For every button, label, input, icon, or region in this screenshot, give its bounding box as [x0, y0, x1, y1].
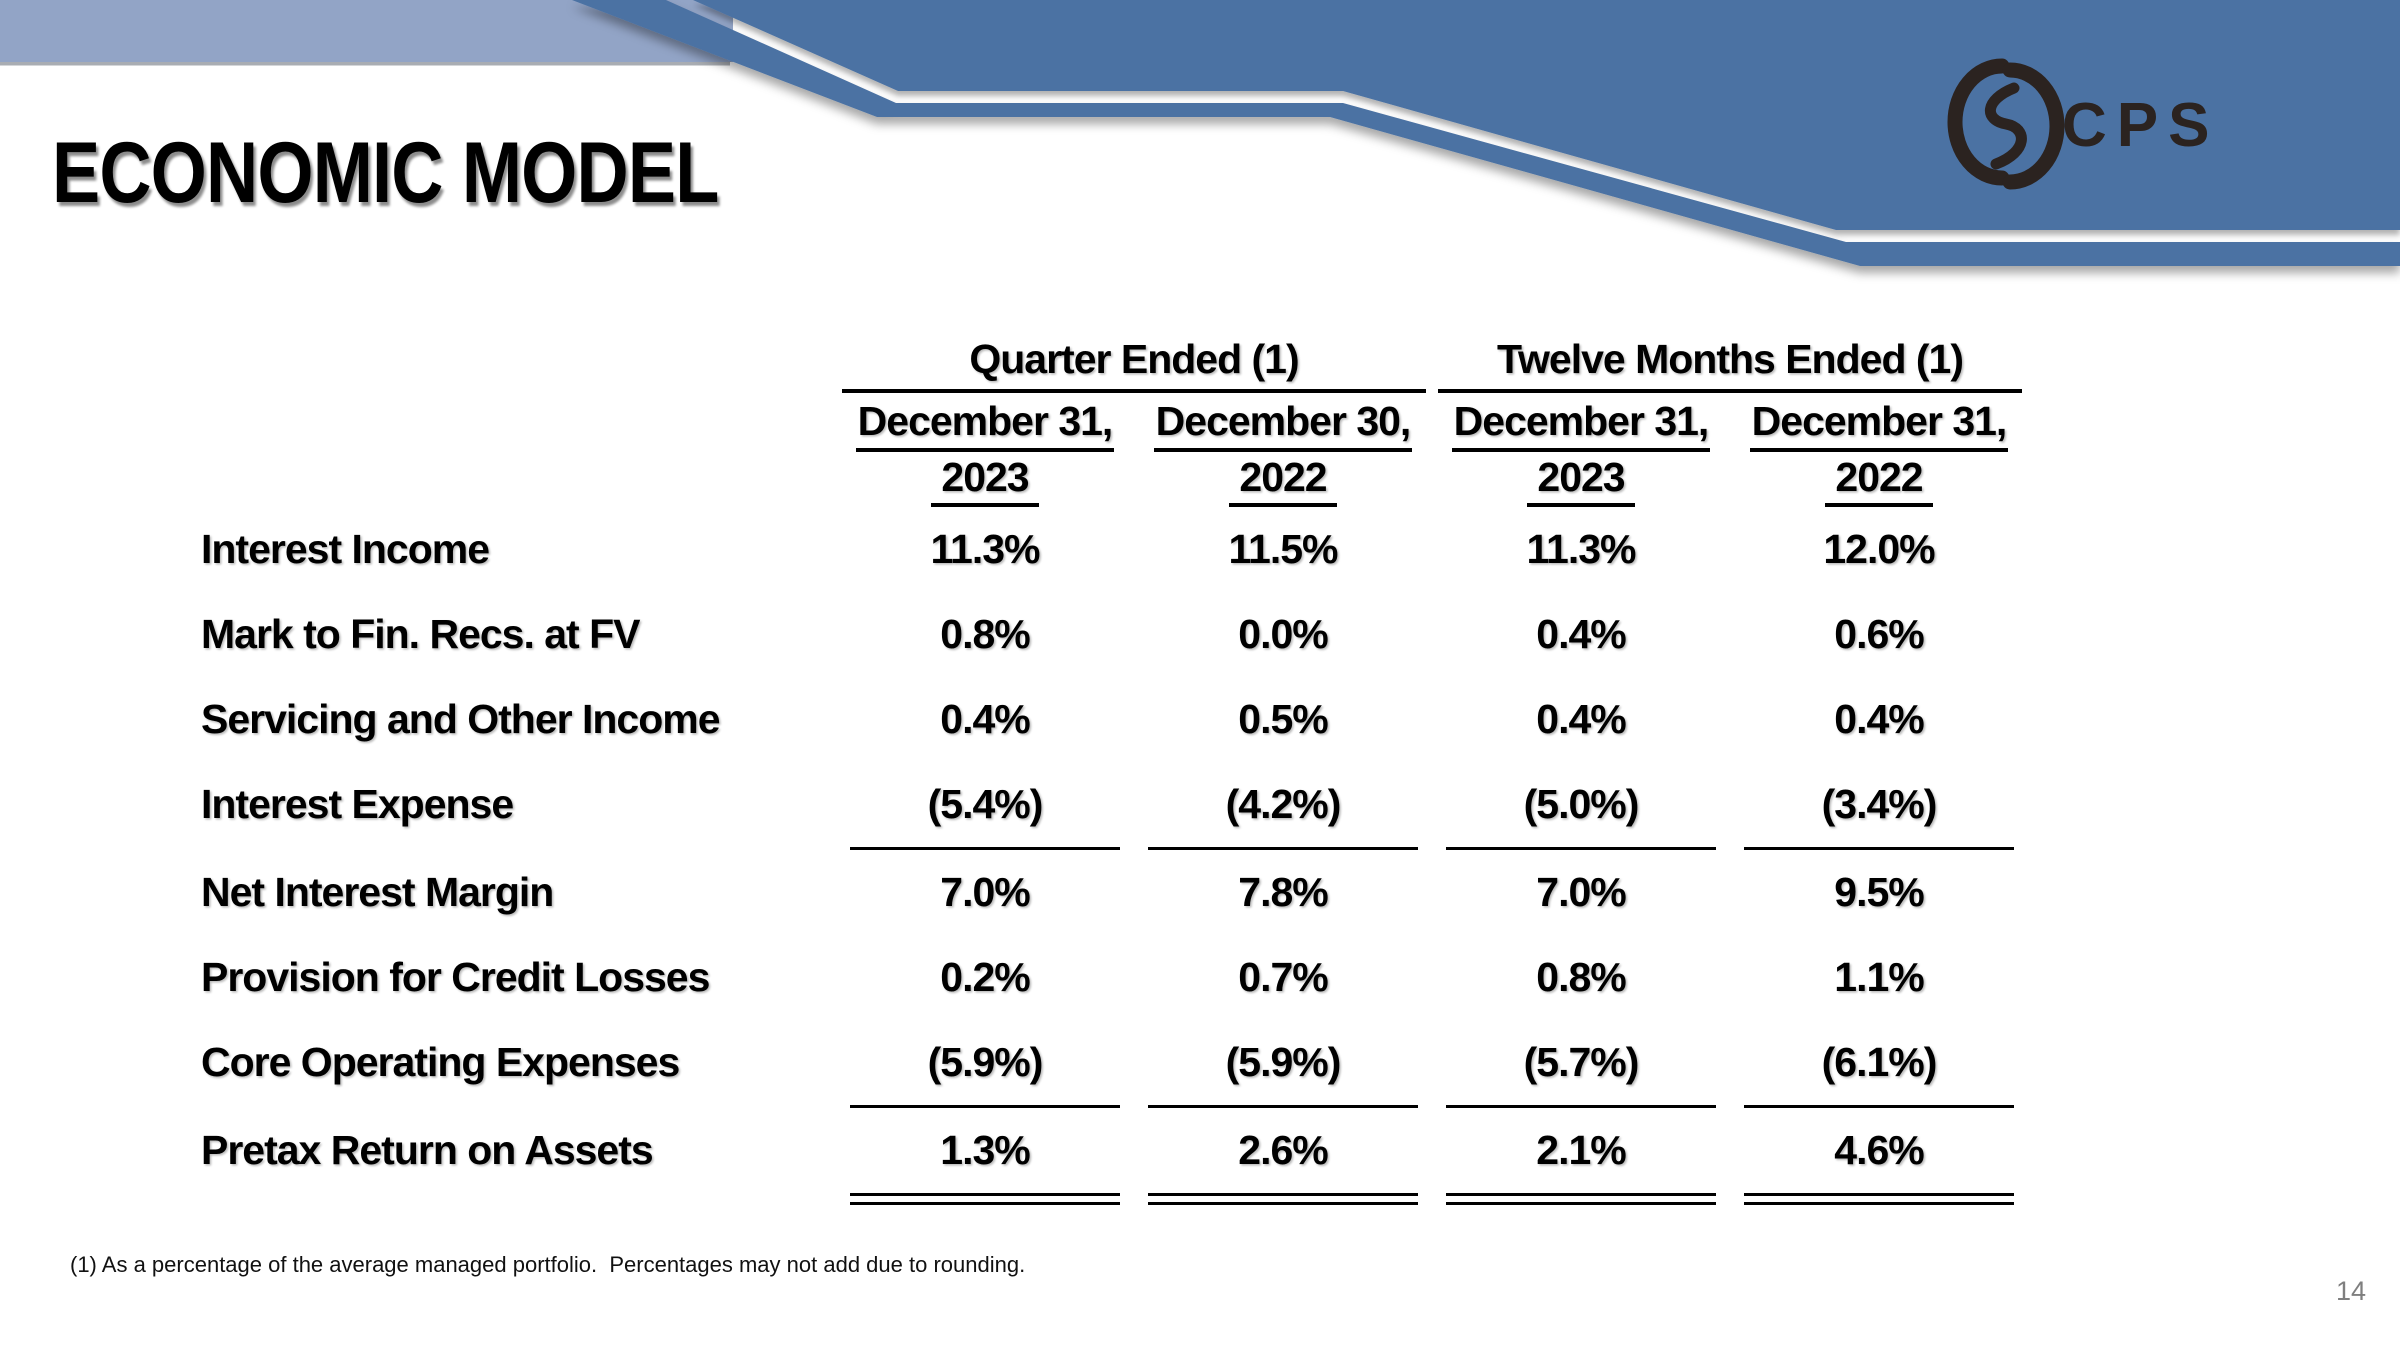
value-cell: 12.0%: [1823, 526, 1935, 572]
value-cell: 1.1%: [1834, 954, 1924, 1000]
single-rule: [1446, 847, 1716, 850]
row-label: Mark to Fin. Recs. at FV: [201, 611, 641, 657]
single-rule: [1744, 1105, 2014, 1108]
value-cell: 0.4%: [1536, 611, 1626, 657]
row-label: Interest Income: [201, 526, 490, 572]
value-cell: 0.8%: [940, 611, 1030, 657]
column-header-date: December 31,: [856, 393, 1114, 452]
column-header-year-text: 2022: [1825, 454, 1933, 507]
value-cell: 0.7%: [1238, 954, 1328, 1000]
column-header-year: 2023: [836, 452, 1134, 507]
value-cell: 0.5%: [1238, 696, 1328, 742]
value-cell: 1.3%: [940, 1127, 1030, 1173]
column-header-year: 2023: [1432, 452, 1730, 507]
cps-logo-emblem-icon: [1947, 58, 2065, 190]
value-cell: 11.3%: [1526, 526, 1637, 572]
table-row-spacer: [201, 452, 836, 507]
value-cell: 0.2%: [940, 954, 1030, 1000]
table-corner-spacer: [201, 320, 836, 393]
light-blue-band-shadow-line: [0, 62, 730, 66]
column-header-date: December 31,: [1750, 393, 2008, 452]
value-cell: 2.6%: [1238, 1127, 1328, 1173]
value-cell: 0.0%: [1238, 611, 1328, 657]
value-cell: 11.3%: [930, 526, 1041, 572]
row-label: Provision for Credit Losses: [201, 954, 710, 1000]
value-cell: (5.7%): [1523, 1039, 1640, 1085]
double-rule: [1446, 1193, 1716, 1205]
value-cell: (5.9%): [927, 1039, 1044, 1085]
value-cell: 0.4%: [1834, 696, 1924, 742]
value-cell: (5.9%): [1225, 1039, 1342, 1085]
double-rule: [1744, 1193, 2014, 1205]
page-number: 14: [2335, 1276, 2366, 1306]
value-cell: (4.2%): [1225, 781, 1342, 827]
column-header-year-text: 2022: [1229, 454, 1337, 507]
column-header-year-text: 2023: [931, 454, 1039, 507]
economic-model-table: Quarter Ended (1) Twelve Months Ended (1)…: [201, 320, 2028, 1205]
value-cell: 0.4%: [1536, 696, 1626, 742]
value-cell: (5.0%): [1523, 781, 1640, 827]
row-label: Net Interest Margin: [201, 869, 554, 915]
value-cell: (5.4%): [927, 781, 1044, 827]
value-cell: 4.6%: [1834, 1127, 1924, 1173]
cps-logo-text: CPS: [2062, 91, 2219, 160]
group-header: Quarter Ended (1): [842, 320, 1426, 393]
value-cell: 9.5%: [1834, 869, 1924, 915]
table-row-spacer: [201, 393, 836, 452]
double-rule: [1148, 1193, 1418, 1205]
single-rule: [850, 847, 1120, 850]
value-cell: 0.6%: [1834, 611, 1924, 657]
single-rule: [1744, 847, 2014, 850]
table-row-spacer: [201, 1193, 836, 1205]
column-header-year: 2022: [1134, 452, 1432, 507]
value-cell: 0.8%: [1536, 954, 1626, 1000]
page-title: ECONOMIC MODEL: [52, 125, 719, 221]
value-cell: 7.8%: [1238, 869, 1328, 915]
column-header-date: December 31,: [1452, 393, 1710, 452]
footnote: (1) As a percentage of the average manag…: [70, 1252, 1026, 1277]
double-rule: [850, 1193, 1120, 1205]
value-cell: 7.0%: [1536, 869, 1626, 915]
row-label: Interest Expense: [201, 781, 514, 827]
column-header-year-text: 2023: [1527, 454, 1635, 507]
value-cell: 0.4%: [940, 696, 1030, 742]
single-rule: [1446, 1105, 1716, 1108]
value-cell: (6.1%): [1821, 1039, 1938, 1085]
row-label: Pretax Return on Assets: [201, 1127, 654, 1173]
column-header-year: 2022: [1730, 452, 2028, 507]
cps-logo-graphic: CPS: [1947, 58, 2219, 190]
value-cell: 7.0%: [940, 869, 1030, 915]
value-cell: 11.5%: [1228, 526, 1339, 572]
column-header-date: December 30,: [1154, 393, 1412, 452]
value-cell: 2.1%: [1536, 1127, 1626, 1173]
group-header: Twelve Months Ended (1): [1438, 320, 2022, 393]
cps-logo: CPS: [1930, 58, 2250, 198]
row-label: Servicing and Other Income: [201, 696, 721, 742]
single-rule: [1148, 847, 1418, 850]
value-cell: (3.4%): [1821, 781, 1938, 827]
single-rule: [850, 1105, 1120, 1108]
row-label: Core Operating Expenses: [201, 1039, 680, 1085]
single-rule: [1148, 1105, 1418, 1108]
